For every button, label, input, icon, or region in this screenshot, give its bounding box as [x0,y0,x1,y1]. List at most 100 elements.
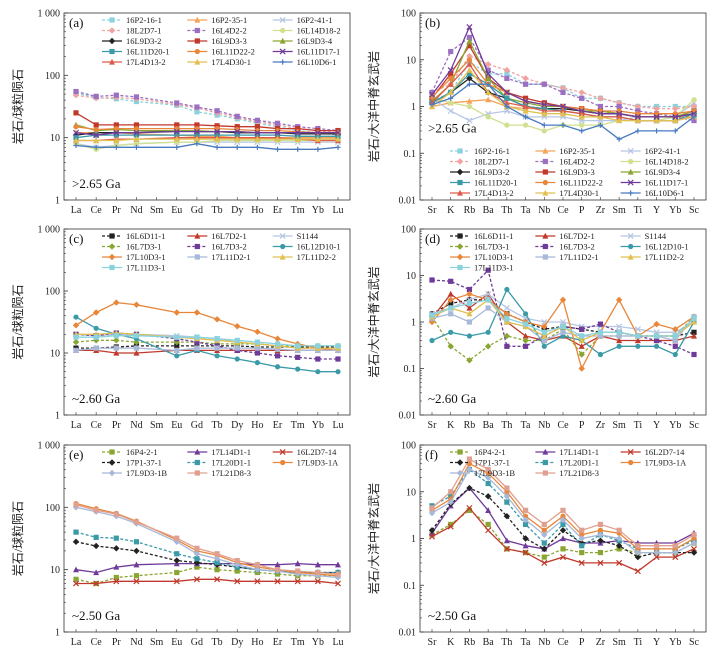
data-point [541,329,547,335]
data-point [578,535,585,542]
data-point [690,549,698,556]
legend-marker [542,243,548,250]
series-17L21D8-3 [429,456,697,549]
y-tick-label: 100 [45,287,60,298]
data-point [448,100,454,106]
legend-label: 16P2-16-1 [126,15,162,25]
data-point [429,337,435,344]
data-point [503,89,510,96]
data-point [653,549,660,556]
data-point [214,128,221,135]
data-point [334,580,342,587]
x-tick-label: Rb [464,420,476,431]
data-point [522,321,529,327]
legend-item: 17L14D1-1 [535,447,599,457]
data-point [559,554,567,561]
data-point [133,573,140,579]
legend-item: 16L11D22-2 [187,47,255,57]
legend-label: 17L11D2-2 [645,252,684,262]
data-point [254,124,260,130]
data-point [522,103,529,110]
legend-marker [108,459,116,466]
legend-item: 16L11D22-2 [535,178,603,188]
data-point [194,109,200,115]
data-point [466,97,473,104]
data-point [559,296,567,304]
data-point [274,120,281,126]
data-point [429,505,435,511]
data-point [653,320,660,328]
data-point [133,125,140,132]
data-point [597,95,604,102]
legend-label: 17L21D8-3 [211,468,251,478]
data-point [314,129,321,136]
data-point [174,122,180,128]
legend-marker [280,27,286,34]
age-label: ~2.60 Ga [428,391,476,406]
data-point [315,343,321,349]
data-point [448,71,454,77]
data-point [503,512,511,520]
y-tick-label: 100 [401,9,416,20]
legend-item: 16L12D10-1 [272,242,341,252]
data-point [691,351,697,358]
data-point [522,337,529,344]
legend-label: 16L7D2-1 [211,231,246,241]
chart-panel-4: 1 000 100 10 1 La Ce Pr Nd Sm Eu Gd Tb Dy Ho Er Tm Yb Lu 岩… [10,441,351,648]
legend-marker [628,190,634,196]
data-point [93,325,99,331]
data-point [578,539,585,547]
data-point [560,521,566,528]
data-point [466,300,473,307]
data-point [274,146,281,152]
x-tick-label: Yb [669,637,681,648]
legend-item: 16P2-35-1 [187,15,247,25]
data-point [691,315,697,321]
x-tick-label: Gd [191,420,203,431]
data-point [133,141,140,147]
data-point [560,110,566,117]
x-tick-label: Ce [557,420,569,431]
data-point [466,34,473,41]
legend-marker [194,243,200,250]
legend-item: 17L11D3-1 [450,263,513,273]
data-point [559,84,567,92]
legend-marker [457,179,463,186]
data-point [214,108,220,114]
legend-item: 17L11D2-2 [620,252,684,262]
x-tick-label: Ta [521,205,531,216]
data-point [93,122,99,128]
data-point [447,523,454,530]
x-tick-label: Ba [483,637,495,648]
legend-label: 16L9D3-2 [126,36,161,46]
data-point [194,345,200,351]
data-point [691,329,697,335]
legend-item: 16L7D3-2 [535,242,595,252]
data-point [428,527,436,534]
data-point [578,89,585,96]
data-point [541,545,548,553]
legend-marker [108,469,116,477]
data-point [174,569,180,576]
y-tick-label: 0.1 [404,149,417,160]
data-point [691,108,697,114]
data-point [234,568,240,574]
data-point [522,81,529,87]
x-tick-label: Nb [538,637,550,648]
x-tick-label: Nb [538,420,550,431]
x-tick-label: Tm [291,420,305,431]
legend-marker [627,253,634,260]
series-17L21D8-3 [73,502,341,577]
legend-item: 16L9D3-4 [620,167,681,177]
data-point [560,323,566,330]
data-point [254,360,260,366]
data-point [254,566,261,573]
data-point [113,337,120,344]
legend-item: 16P2-41-1 [272,15,333,25]
data-point [466,103,473,110]
x-tick-label: Yb [669,205,681,216]
x-tick-label: Tb [212,420,223,431]
panel-label: (a) [69,15,83,30]
data-point [484,493,492,500]
data-point [174,343,180,349]
